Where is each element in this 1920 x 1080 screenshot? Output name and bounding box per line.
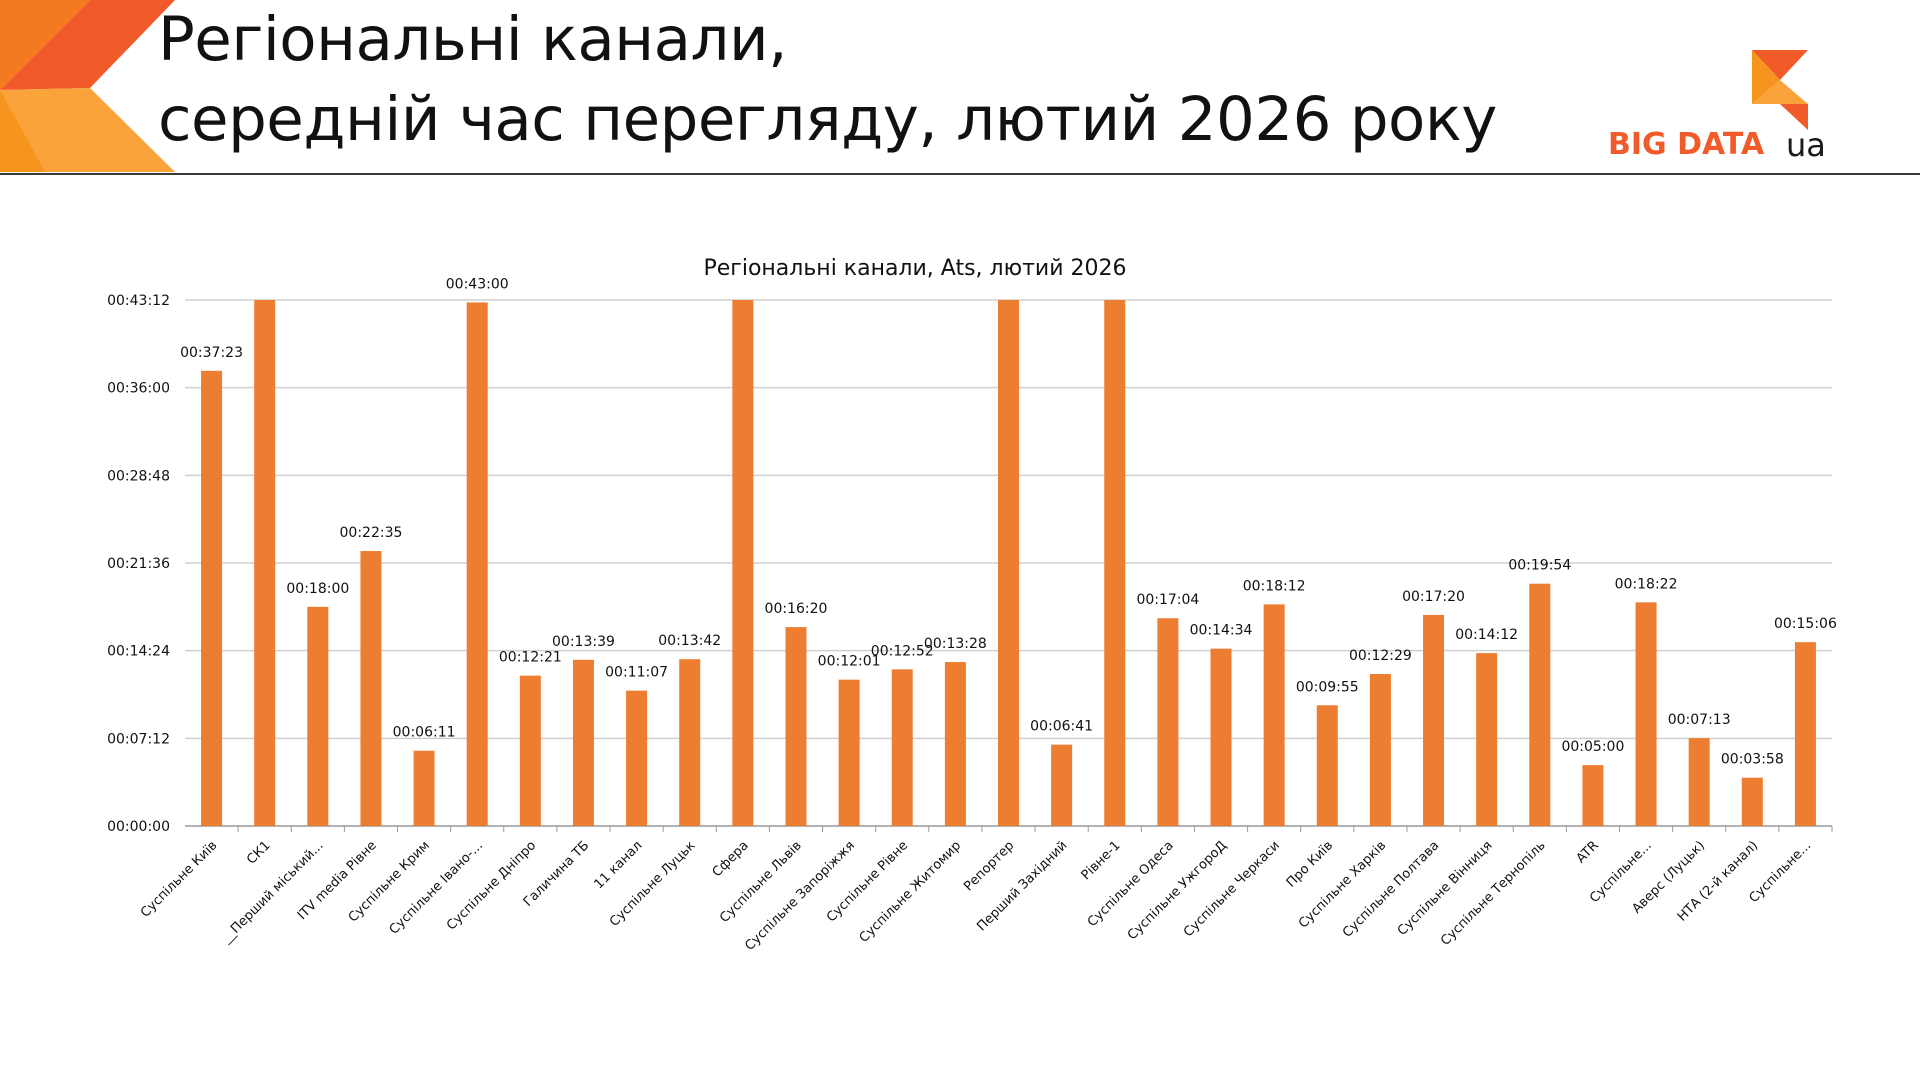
y-tick-label: 00:36:00 (107, 381, 170, 397)
data-label: 00:37:23 (180, 345, 243, 361)
bar (1476, 653, 1498, 826)
logo-suffix: ua (1786, 126, 1826, 164)
data-label: 00:12:01 (818, 654, 881, 670)
x-tick-label: Суспільне Запоріжжя (742, 838, 858, 954)
bar (891, 669, 913, 826)
x-tick-label: Суспільне Черкаси (1181, 838, 1283, 940)
logo-text: BIG DATA (1608, 127, 1765, 162)
bar (998, 300, 1019, 826)
bar (1210, 648, 1232, 826)
bar (1157, 618, 1179, 826)
data-label: 00:17:20 (1402, 589, 1465, 605)
x-tick-label: Перший Західний (974, 838, 1070, 934)
bar (1263, 604, 1285, 826)
bar (944, 662, 966, 826)
header-divider (0, 173, 1920, 175)
bar (1529, 583, 1551, 826)
data-label: 00:15:06 (1774, 616, 1837, 632)
bar (254, 300, 276, 826)
data-label: 00:19:54 (1508, 558, 1571, 574)
x-tick-label: ATR (1574, 838, 1602, 866)
page-title: Регіональні канали, середній час перегля… (158, 0, 1497, 160)
data-label: 00:18:22 (1615, 576, 1678, 592)
bar (1635, 602, 1657, 826)
bar (1582, 765, 1604, 826)
bar (1423, 614, 1445, 826)
y-tick-label: 00:21:36 (107, 556, 170, 572)
bar (1741, 777, 1763, 826)
bar (413, 750, 435, 826)
x-tick-label: Суспільне Дніпро (444, 838, 539, 933)
x-tick-label: Суспільне Івано-... (387, 838, 486, 937)
title-line-1: Регіональні канали, (158, 4, 788, 75)
data-label: 00:06:41 (1030, 719, 1093, 735)
x-tick-label: Суспільне Харків (1296, 838, 1389, 931)
chart-title: Регіональні канали, Ats, лютий 2026 (703, 256, 1126, 281)
data-label: 00:09:55 (1296, 679, 1359, 695)
y-tick-label: 00:14:24 (107, 644, 170, 660)
data-label: 00:05:00 (1561, 739, 1624, 755)
data-label: 00:06:11 (393, 725, 456, 741)
data-label: 00:18:00 (286, 581, 349, 597)
data-label: 00:17:04 (1136, 592, 1199, 608)
x-tick-label: 11 канал (591, 838, 645, 892)
data-label: 00:12:29 (1349, 648, 1412, 664)
data-label: 00:14:12 (1455, 627, 1518, 643)
bar (360, 551, 382, 826)
bar (1051, 744, 1073, 826)
data-label: 00:13:28 (924, 636, 987, 652)
bar (572, 659, 594, 826)
data-label: 00:12:21 (499, 650, 562, 666)
bar (838, 679, 860, 826)
y-tick-label: 00:28:48 (107, 468, 170, 484)
data-label: 00:13:42 (658, 633, 721, 649)
data-label: 00:43:00 (446, 276, 509, 292)
bar (1688, 738, 1710, 826)
data-label: 00:03:58 (1721, 752, 1784, 768)
bar (1794, 642, 1816, 826)
data-label: 00:14:34 (1190, 623, 1253, 639)
x-tick-label: Суспільне Тернопіль (1438, 838, 1549, 949)
bar (201, 370, 223, 826)
bar (679, 659, 701, 826)
data-label: 00:22:35 (340, 525, 403, 541)
x-tick-label: Суспільне Житомир (857, 838, 965, 946)
x-tick-label: Сфера (710, 838, 752, 880)
data-label: 00:12:52 (871, 643, 934, 659)
x-tick-label: Суспільне Київ (138, 838, 220, 920)
bar (1369, 674, 1391, 826)
x-tick-label: __Перший міський... (218, 838, 326, 946)
y-tick-label: 00:43:12 (107, 293, 170, 309)
x-tick-label: Про Київ (1284, 838, 1336, 890)
data-label: 00:11:07 (605, 665, 668, 681)
big-data-logo: BIG DATA ua (1608, 50, 1826, 164)
corner-decoration (0, 0, 175, 172)
bar (1316, 705, 1338, 826)
bar (1104, 300, 1126, 826)
y-tick-label: 00:07:12 (107, 731, 170, 747)
data-label: 00:18:12 (1243, 578, 1306, 594)
title-line-2: середній час перегляду, лютий 2026 року (158, 84, 1497, 155)
y-tick-label: 00:00:00 (107, 819, 170, 835)
x-tick-label: СК1 (244, 838, 273, 867)
x-tick-label: Рівне-1 (1079, 838, 1124, 883)
x-tick-label: Суспільне Вінниця (1395, 838, 1496, 939)
bar (732, 300, 754, 826)
bar (626, 690, 648, 826)
data-label: 00:13:39 (552, 634, 615, 650)
data-label: 00:07:13 (1668, 712, 1731, 728)
bar (466, 302, 488, 826)
bar (785, 627, 807, 826)
x-tick-label: Репортер (961, 838, 1017, 894)
bar (307, 606, 329, 826)
x-tick-label: Суспільне УжгороД (1125, 838, 1230, 943)
bar (519, 675, 541, 826)
data-label: 00:16:20 (765, 601, 828, 617)
x-tick-label: Суспільне Полтава (1340, 838, 1442, 940)
